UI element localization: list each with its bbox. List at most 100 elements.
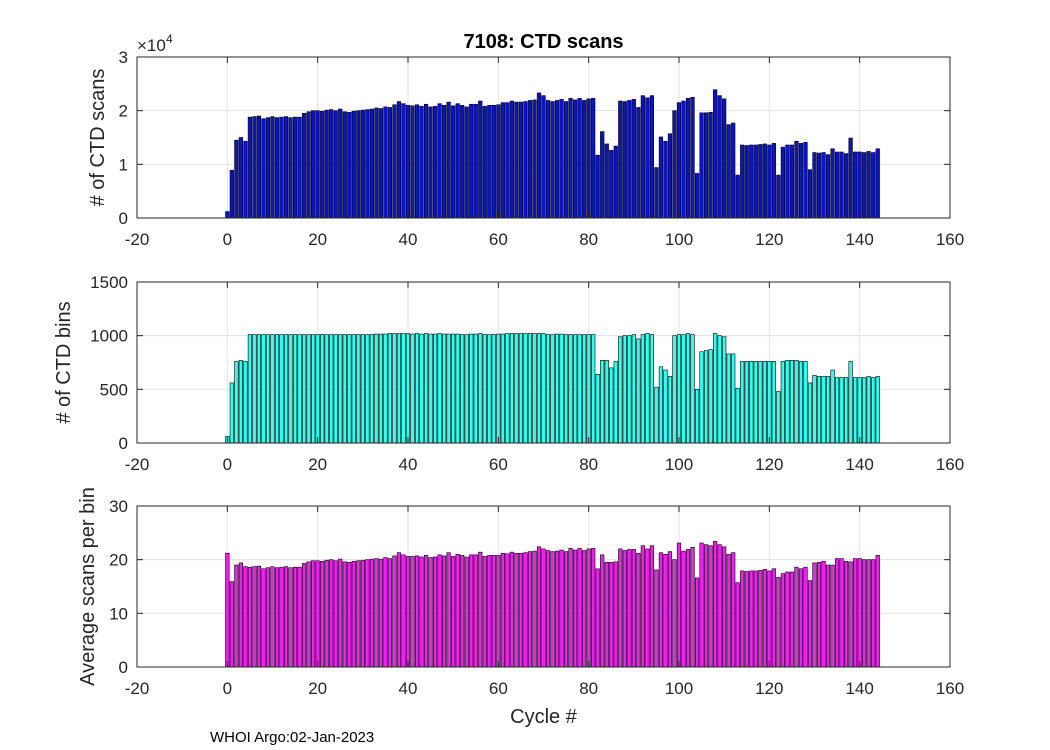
bar-scans-per-bin-52 [460,555,465,668]
bar-ctd-scans-79 [582,100,587,219]
bar-scans-per-bin-11 [274,567,280,668]
bar-ctd-scans-137 [844,153,849,219]
bar-ctd-bins-5 [247,334,253,444]
bar-ctd-bins-70 [541,333,546,444]
bar-scans-per-bin-130 [812,562,817,668]
bar-ctd-bins-125 [789,360,795,444]
bar-ctd-scans-112 [731,122,736,219]
bar-scans-per-bin-60 [496,555,501,668]
bar-ctd-bins-113 [735,387,740,444]
bar-scans-per-bin-102 [685,549,691,668]
bar-scans-per-bin-39 [401,554,406,668]
bar-ctd-scans-67 [527,100,533,219]
bar-ctd-bins-57 [482,334,487,444]
bar-scans-per-bin-64 [514,552,519,668]
bar-ctd-scans-37 [392,104,397,219]
bar-ctd-scans-103 [690,96,695,219]
bar-scans-per-bin-38 [396,552,402,668]
bar-ctd-bins-143 [871,377,876,444]
bar-ctd-bins-32 [369,334,374,444]
bar-ctd-bins-124 [785,360,790,444]
bar-ctd-scans-94 [649,95,655,219]
bar-scans-per-bin-35 [383,557,388,668]
bar-scans-per-bin-63 [509,551,514,668]
bar-scans-per-bin-144 [875,555,880,668]
bar-scans-per-bin-45 [428,557,433,668]
x-tick-label: 120 [755,455,783,474]
x-tick-label: 0 [223,230,232,249]
bar-scans-per-bin-108 [713,541,718,668]
bar-scans-per-bin-79 [582,550,587,668]
bar-ctd-scans-90 [631,99,636,219]
bar-scans-per-bin-92 [640,545,645,668]
bar-ctd-scans-128 [803,142,808,219]
bar-scans-per-bin-55 [473,554,478,668]
axes-frame-ctd-bins [136,281,951,444]
bar-scans-per-bin-3 [238,562,243,668]
bar-scans-per-bin-46 [432,556,438,668]
bar-ctd-scans-28 [351,110,356,219]
bar-scans-per-bin-91 [636,552,641,668]
bar-ctd-bins-50 [451,333,456,444]
bar-scans-per-bin-61 [500,552,505,668]
bars-ctd-scans [225,89,880,219]
bar-scans-per-bin-0 [225,552,230,668]
bar-scans-per-bin-82 [595,568,600,668]
ticks-ctd-bins: -20 0 20 40 60 80 100 120 140 160 0 500 1000 1500 [90,273,964,474]
bar-ctd-bins-108 [713,333,718,444]
bar-ctd-bins-69 [536,333,542,444]
bar-ctd-bins-27 [347,334,352,444]
bar-scans-per-bin-120 [767,570,772,668]
bar-ctd-bins-121 [771,361,776,444]
bar-ctd-scans-16 [297,116,302,219]
bar-ctd-scans-92 [640,95,645,219]
bar-ctd-scans-81 [591,98,596,219]
bar-ctd-bins-76 [568,334,573,444]
bar-ctd-scans-29 [356,110,361,219]
bar-ctd-bins-19 [311,334,316,444]
bar-scans-per-bin-26 [342,561,347,668]
bar-ctd-scans-44 [423,103,429,219]
bar-ctd-bins-10 [270,334,275,444]
bar-ctd-bins-86 [613,361,618,444]
bar-scans-per-bin-27 [347,562,352,668]
bar-scans-per-bin-106 [703,544,709,668]
bar-ctd-bins-63 [509,333,514,444]
bar-ctd-scans-123 [780,146,785,219]
bar-ctd-scans-8 [261,118,266,219]
bar-ctd-bins-60 [496,333,501,444]
bar-ctd-scans-54 [469,103,474,219]
bar-ctd-scans-18 [306,111,311,219]
bar-ctd-scans-9 [265,117,271,219]
bar-ctd-scans-68 [532,99,537,219]
bar-ctd-scans-96 [658,136,664,219]
bar-scans-per-bin-89 [627,549,632,668]
y-tick-label: 1000 [90,327,128,346]
footer-credit: WHOI Argo:02-Jan-2023 [210,729,374,746]
bar-ctd-bins-123 [780,361,785,444]
bar-scans-per-bin-136 [839,558,844,668]
bar-ctd-scans-133 [825,154,831,219]
bar-ctd-bins-138 [848,361,853,444]
bar-ctd-scans-26 [342,111,347,219]
bar-ctd-bins-44 [423,333,429,444]
bar-ctd-scans-97 [663,140,668,219]
x-tick-label: 100 [665,230,693,249]
bar-scans-per-bin-119 [762,569,767,668]
bar-ctd-scans-63 [509,100,514,219]
bar-scans-per-bin-14 [288,567,293,668]
bar-scans-per-bin-20 [315,560,320,668]
bar-ctd-bins-42 [414,333,420,444]
bar-ctd-bins-4 [243,361,248,444]
bar-scans-per-bin-56 [478,551,483,668]
bar-ctd-scans-108 [713,89,718,219]
bar-ctd-bins-16 [297,334,302,444]
y-tick-label: 500 [100,380,128,399]
bar-ctd-bins-18 [306,334,311,444]
bar-scans-per-bin-109 [717,544,722,668]
bar-scans-per-bin-17 [302,563,307,668]
bar-ctd-scans-121 [771,143,776,219]
bar-ctd-bins-65 [518,333,524,444]
bar-ctd-bins-130 [812,375,817,444]
bar-ctd-scans-6 [252,116,257,219]
